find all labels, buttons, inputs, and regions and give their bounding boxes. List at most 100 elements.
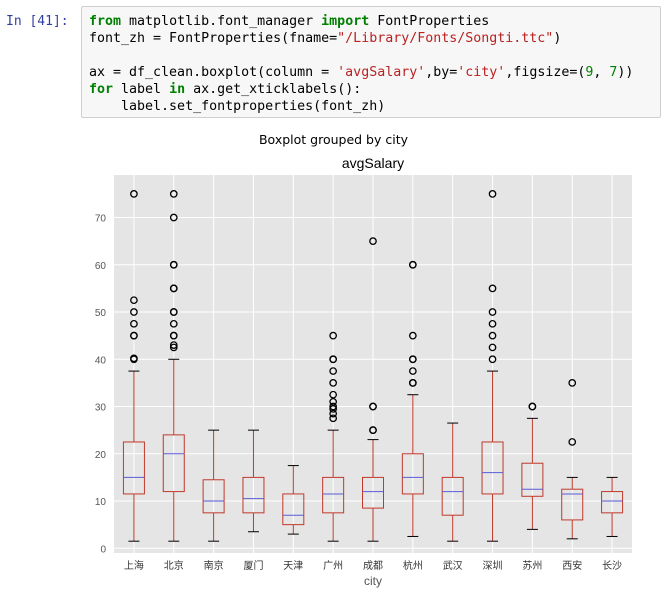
code-token: 7 — [609, 65, 618, 80]
outlier-point — [568, 438, 577, 446]
outlier-point — [130, 308, 138, 316]
code-line: ax = df_clean.boxplot(column = 'avgSalar… — [89, 64, 653, 81]
code-token: font_zh = FontProperties(fname= — [89, 31, 338, 46]
outlier-point — [130, 319, 138, 328]
box-0 — [122, 190, 145, 542]
x-tick-label: 苏州 — [522, 559, 542, 572]
box-9 — [481, 190, 504, 542]
code-token: ,by= — [425, 65, 458, 80]
outlier-point — [169, 319, 178, 328]
box-3 — [242, 429, 265, 533]
outlier-point — [329, 379, 338, 387]
code-line: from matplotlib.font_manager import Font… — [89, 13, 653, 30]
code-token: matplotlib.font_manager — [121, 14, 322, 29]
chart-title: avgSalary — [342, 155, 404, 171]
code-token: label — [113, 82, 170, 97]
code-token: import — [321, 14, 370, 29]
code-token: , — [593, 65, 610, 80]
code-line: for label in ax.get_xticklabels(): — [89, 81, 653, 98]
outlier-point — [408, 331, 417, 340]
code-token: for — [89, 82, 114, 97]
box-iqr — [162, 434, 185, 493]
box-1 — [162, 190, 185, 542]
outlier-point — [369, 237, 377, 246]
outlier-point — [329, 402, 338, 411]
outlier-point — [329, 397, 338, 406]
x-tick-label: 武汉 — [443, 559, 463, 572]
outlier-point — [369, 426, 377, 434]
outlier-point — [329, 390, 338, 399]
outlier-point — [369, 402, 377, 411]
box-11 — [561, 379, 584, 540]
outlier-point — [169, 343, 178, 352]
box-2 — [202, 429, 225, 542]
box-iqr — [282, 493, 305, 526]
outlier-point — [329, 409, 338, 418]
box-iqr — [122, 441, 145, 495]
outlier-point — [488, 355, 497, 364]
code-line — [89, 47, 653, 64]
box-7 — [401, 260, 424, 537]
box-iqr — [362, 476, 384, 509]
y-tick-label: 40 — [95, 355, 107, 366]
x-tick-label: 上海 — [124, 559, 144, 572]
x-tick-label: 西安 — [562, 559, 582, 572]
code-token: ,figsize=( — [505, 65, 586, 80]
outlier-point — [488, 331, 497, 340]
y-tick-label: 0 — [100, 544, 106, 555]
box-iqr — [322, 476, 345, 514]
outlier-point — [329, 331, 338, 340]
box-8 — [441, 422, 464, 542]
outlier-point — [169, 341, 178, 349]
outlier-point — [488, 343, 497, 352]
x-tick-label: 杭州 — [403, 559, 423, 572]
box-10 — [521, 402, 544, 530]
code-token: ax = df_clean.boxplot(column = — [89, 65, 338, 80]
outlier-point — [488, 319, 497, 328]
outlier-point — [408, 260, 417, 269]
outlier-point — [329, 405, 338, 413]
outlier-point — [169, 331, 178, 340]
outlier-point — [408, 367, 417, 375]
code-line: font_zh = FontProperties(fname="/Library… — [89, 30, 653, 47]
outlier-point — [488, 284, 497, 293]
box-iqr — [202, 479, 225, 514]
x-tick-label: 天津 — [283, 560, 303, 572]
outlier-point — [130, 190, 138, 198]
outlier-point — [408, 355, 417, 364]
outlier-point — [329, 367, 338, 375]
box-iqr — [601, 491, 624, 514]
outlier-point — [408, 379, 417, 387]
code-token: )) — [617, 65, 634, 80]
outlier-point — [528, 402, 537, 411]
x-axis-label: city — [364, 574, 382, 588]
x-tick-label: 厦门 — [243, 559, 263, 572]
box-iqr — [521, 462, 544, 497]
code-token: label.set_fontproperties(font_zh) — [89, 99, 386, 114]
code-cell[interactable]: from matplotlib.font_manager import Font… — [81, 6, 661, 118]
y-tick-label: 10 — [95, 497, 107, 508]
outlier-point — [488, 308, 497, 316]
code-token: 'avgSalary' — [337, 65, 426, 80]
outlier-point — [488, 190, 497, 198]
code-line: label.set_fontproperties(font_zh) — [89, 98, 653, 115]
box-5 — [322, 331, 345, 542]
box-iqr — [561, 488, 584, 521]
outlier-point — [130, 331, 138, 340]
x-tick-label: 北京 — [164, 559, 184, 572]
code-token: ) — [553, 31, 562, 46]
box-iqr — [441, 476, 464, 516]
y-tick-label: 20 — [95, 450, 107, 461]
box-4 — [282, 465, 305, 535]
x-tick-label: 成都 — [363, 560, 383, 572]
box-iqr — [401, 453, 424, 495]
code-token: from — [89, 14, 122, 29]
x-tick-label: 深圳 — [483, 560, 503, 572]
x-tick-label: 长沙 — [602, 560, 622, 572]
x-tick-label: 广州 — [323, 560, 343, 572]
code-token: in — [169, 82, 186, 97]
y-tick-label: 70 — [95, 214, 107, 225]
outlier-point — [169, 213, 178, 222]
outlier-point — [568, 379, 577, 387]
code-token: ax.get_xticklabels(): — [185, 82, 362, 97]
